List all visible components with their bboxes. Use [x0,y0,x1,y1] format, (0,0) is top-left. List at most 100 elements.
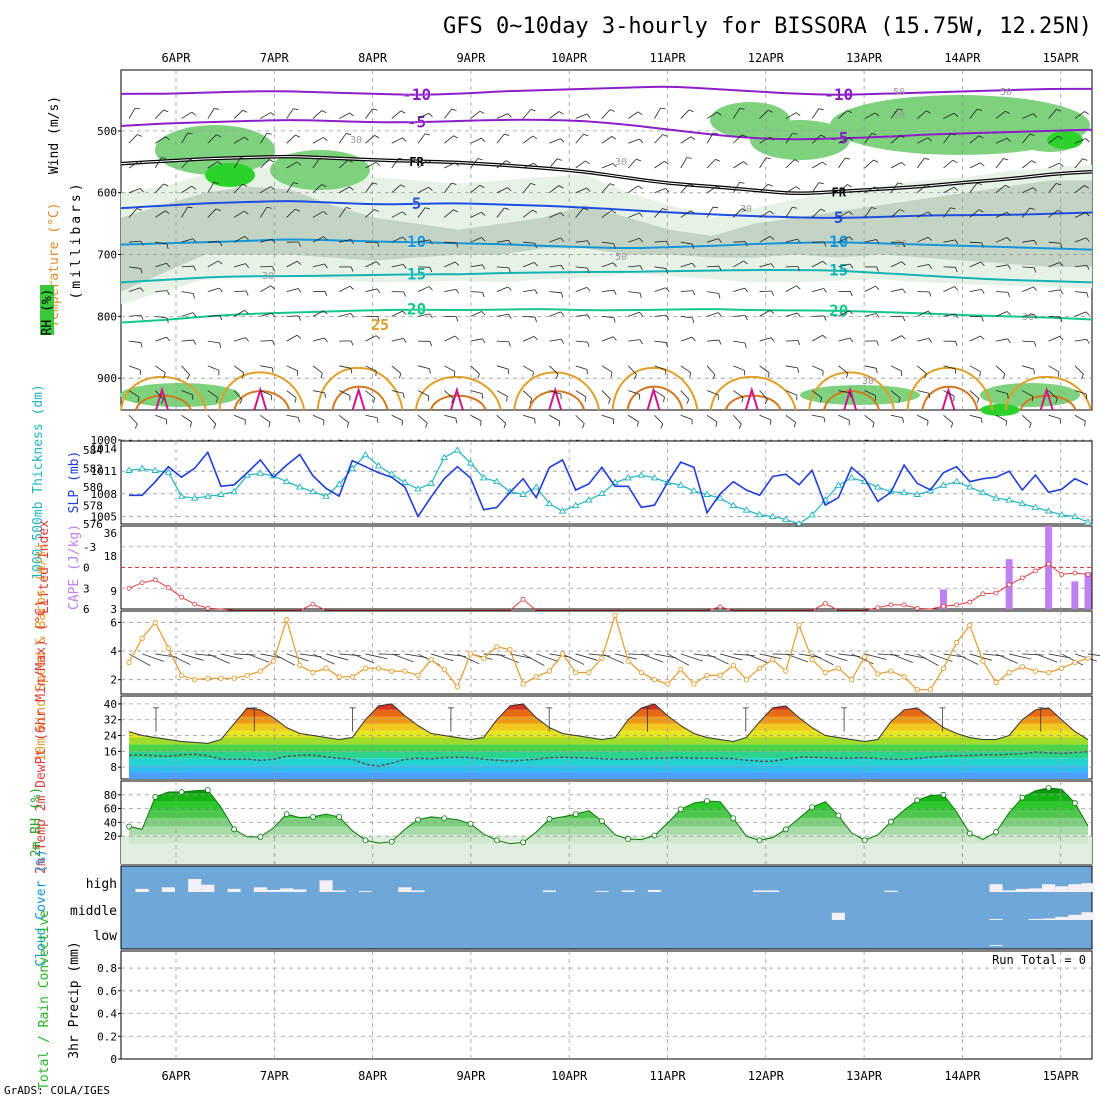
rh-point [467,820,474,827]
thickness-point [598,489,606,497]
rh-contour-label: 30 [895,239,907,250]
wind-barb-feather [532,371,534,377]
wind-barb-feather [134,423,138,429]
wind-barb [181,206,188,218]
wind-barb-feather [377,316,380,322]
wind10m-barb [339,653,361,657]
wind10m-barb [260,653,283,659]
wind-barb-feather [242,372,245,378]
wind-barb-feather [795,186,801,190]
rh-blob-high [1047,131,1083,149]
wind-barb [391,338,404,342]
wind-barb-feather [876,266,879,272]
li-point [1059,572,1065,577]
wind-barb [417,112,429,119]
surface-isotherm-label: 25 [371,316,389,334]
wind10m-point [481,655,487,661]
wind10m-point [507,646,513,653]
wind-barb-feather [298,241,301,247]
wind-barb-feather [716,185,722,190]
wind-barb-feather [294,397,297,403]
wind-barb-feather [1029,207,1035,210]
wind-barb-feather [794,159,800,163]
wind-barb-feather [374,209,380,213]
wind-barb-feather [245,263,249,268]
thickness-point [676,481,685,488]
wind-barb [470,311,482,317]
wind-barb [207,134,217,144]
cloud-high-bar [161,887,175,892]
wind-barb-feather [846,373,849,379]
wind-barb [260,340,273,342]
wind-barb [233,157,241,169]
wind-frame [120,610,1093,695]
wind10m-point [349,674,355,680]
wind-barb-feather [769,210,774,215]
wind-barb [1074,212,1086,218]
wind-barb [575,187,587,194]
wind-barb [391,236,403,243]
wind-barb [628,265,641,268]
wind-barb-feather [897,182,903,185]
thickness-point [834,481,843,488]
wind-barb-feather [293,182,299,185]
wind-barb [627,414,639,422]
wind10m-barb [391,653,414,663]
rh-contour-label: 50 [893,110,905,121]
wind-barb-feather [718,312,722,317]
wind-barb [339,365,352,369]
wind-barb [759,337,772,342]
wind-barb-feather [482,338,486,344]
wind-barb-feather [771,290,774,296]
wind-barb-feather [611,136,617,140]
wind-barb [128,107,136,119]
wind-barb [312,137,324,144]
wind-barb [207,390,218,398]
top-date-label: 6APR [162,51,192,65]
wind10m-point [257,668,264,674]
wind-barb-feather [639,293,642,299]
wind-barb [1048,315,1061,318]
wind-barb [1048,289,1061,293]
slp-tick: 1005 [91,510,118,523]
wind-barb [181,414,192,423]
wind-barb [785,207,793,218]
wind-barb-feather [954,239,959,245]
wind-barb-feather [403,393,405,399]
wind-barb-feather [481,393,484,399]
wind-barb-feather [400,110,406,114]
rh-point [677,806,684,813]
wind10m-barb [614,653,638,660]
wind-barb-feather [349,186,354,191]
wind-barb [654,390,665,398]
wind-barb-feather [822,161,827,166]
wind-barb-feather [691,262,696,268]
surface-isotherm-loop [808,371,896,411]
wind-barb-feather [140,287,144,292]
cloud-mid-bar [1068,914,1082,920]
bottom-date-label: 8APR [358,1069,388,1083]
hot-isotherm [155,386,169,411]
thickness-point [453,446,462,453]
wind-barb-feather [613,289,617,295]
wind10m-point [389,668,395,674]
wind-barb-feather [508,267,511,273]
wind-barb [128,188,141,194]
wind-barb [1048,109,1057,119]
wind-barb [943,186,955,194]
thickness-point [125,466,133,473]
isotherm-label: -10 [824,85,853,104]
slp-tick: 1014 [91,443,118,456]
thickness-tick: 576 [83,518,103,531]
wind-barb-feather [688,183,694,187]
wind-barb-feather [560,292,564,298]
wind-barb-feather [665,268,668,274]
wind10m-point [467,651,474,657]
wind-barb [444,209,454,218]
wind-barb [628,311,640,317]
wind-barb-feather [216,208,221,212]
thickness-point [309,487,317,495]
wind-barb [522,162,535,169]
wind-barb [943,286,955,292]
